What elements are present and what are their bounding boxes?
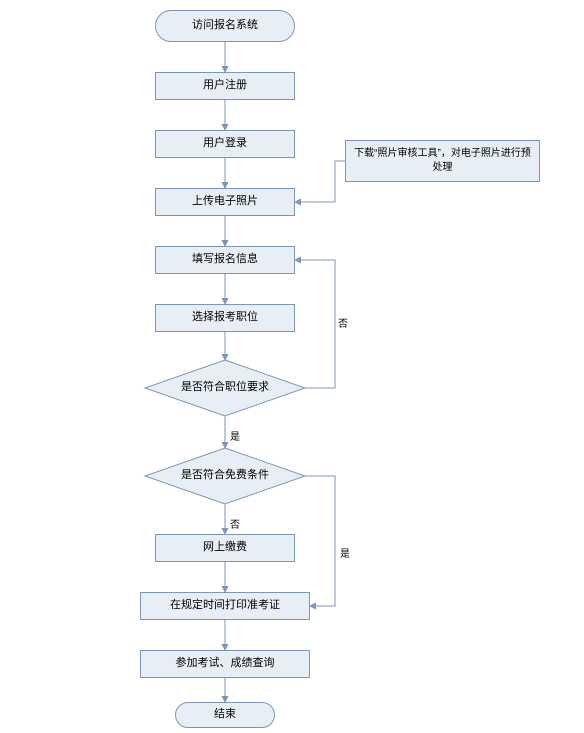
- process-print: 在规定时间打印准考证: [140, 592, 310, 620]
- process-register: 用户注册: [155, 72, 295, 100]
- label-free-no: 否: [230, 516, 240, 531]
- label-qualify-no: 否: [338, 315, 348, 330]
- label-qualify-yes: 是: [230, 428, 240, 443]
- decision-free: 是否符合免费条件: [145, 448, 305, 504]
- flowchart-canvas: 访问报名系统用户注册用户登录上传电子照片 下载“照片审核工具”，对电子照片进行预处…: [0, 0, 584, 733]
- label-free-yes: 是: [340, 545, 350, 560]
- process-selectpos: 选择报考职位: [155, 304, 295, 332]
- note-note: 下载“照片审核工具”，对电子照片进行预处理: [345, 140, 540, 182]
- process-exam: 参加考试、成绩查询: [140, 650, 310, 678]
- process-fillinfo: 填写报名信息: [155, 246, 295, 274]
- terminator-end: 结束: [175, 702, 275, 728]
- process-upload: 上传电子照片: [155, 188, 295, 216]
- terminator-start: 访问报名系统: [155, 10, 295, 42]
- process-login: 用户登录: [155, 130, 295, 158]
- decision-qualify: 是否符合职位要求: [145, 360, 305, 416]
- process-pay: 网上缴费: [155, 534, 295, 562]
